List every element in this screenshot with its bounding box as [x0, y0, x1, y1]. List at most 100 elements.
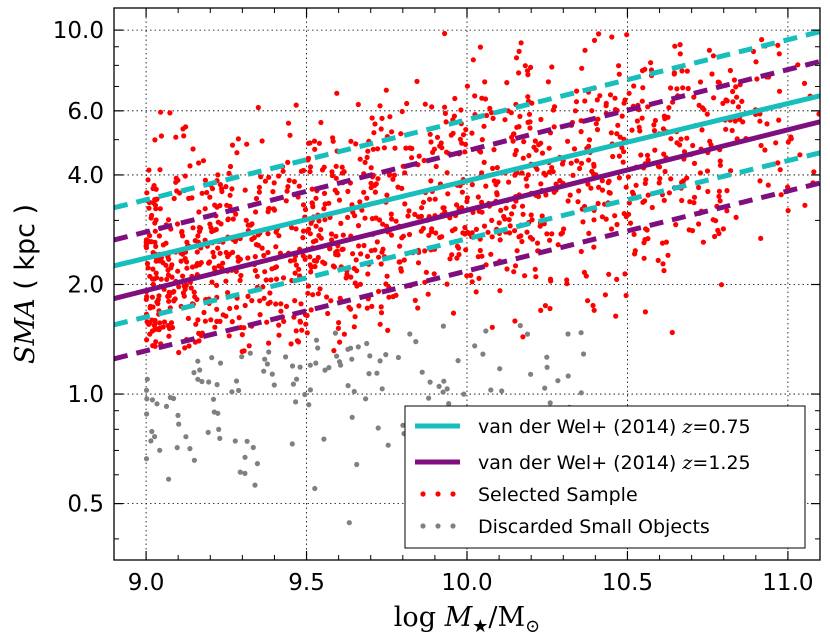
selected-point: [412, 211, 418, 217]
selected-point: [168, 265, 174, 271]
selected-point: [256, 184, 262, 190]
selected-point: [328, 231, 335, 237]
selected-point: [730, 99, 736, 105]
selected-point: [710, 53, 717, 59]
selected-point: [371, 130, 377, 136]
selected-point: [266, 340, 272, 346]
selected-point: [717, 162, 724, 168]
discarded-point: [444, 386, 450, 392]
selected-point: [484, 112, 490, 119]
selected-point: [691, 160, 698, 166]
discarded-point: [355, 344, 361, 350]
selected-point: [490, 115, 496, 121]
selected-point: [778, 192, 784, 198]
selected-point: [526, 153, 532, 159]
selected-point: [537, 223, 543, 229]
selected-point: [285, 159, 291, 165]
selected-point: [641, 255, 647, 261]
selected-point: [365, 271, 371, 277]
selected-point: [511, 269, 517, 275]
selected-point: [705, 188, 711, 195]
selected-point: [452, 95, 458, 102]
selected-point: [488, 251, 494, 257]
selected-point: [151, 322, 157, 328]
selected-point: [157, 167, 163, 173]
selected-point: [209, 279, 215, 285]
selected-point: [514, 248, 520, 254]
selected-point: [416, 153, 422, 159]
selected-point: [198, 260, 204, 266]
selected-point: [364, 154, 370, 160]
selected-point: [256, 189, 262, 195]
selected-point: [519, 203, 526, 209]
selected-point: [504, 80, 510, 86]
selected-point: [385, 327, 391, 333]
selected-point: [684, 135, 690, 141]
selected-point: [516, 70, 522, 76]
selected-point: [182, 173, 188, 179]
selected-point: [636, 124, 642, 130]
selected-point: [429, 226, 435, 232]
selected-point: [233, 304, 240, 310]
discarded-point: [565, 373, 571, 379]
selected-point: [361, 242, 367, 249]
selected-point: [555, 242, 561, 248]
discarded-point: [209, 355, 215, 361]
selected-point: [606, 271, 612, 277]
selected-point: [147, 273, 153, 279]
selected-point: [696, 221, 702, 227]
selected-point: [445, 191, 451, 197]
selected-point: [454, 255, 460, 261]
discarded-point: [143, 387, 150, 393]
discarded-point: [264, 361, 270, 367]
selected-point: [143, 242, 149, 248]
y-tick-label: 1.0: [67, 382, 104, 408]
selected-point: [313, 195, 319, 201]
selected-point: [214, 282, 220, 288]
selected-point: [475, 194, 481, 200]
discarded-point: [269, 371, 275, 377]
selected-point: [672, 43, 678, 49]
selected-point: [711, 95, 717, 101]
selected-point: [333, 251, 339, 258]
selected-point: [418, 213, 424, 219]
selected-point: [735, 104, 742, 110]
selected-point: [627, 220, 634, 226]
discarded-point: [289, 441, 295, 447]
selected-point: [353, 257, 359, 263]
selected-point: [230, 216, 236, 222]
selected-point: [697, 79, 704, 85]
selected-point: [464, 273, 470, 279]
selected-point: [276, 233, 282, 239]
selected-point: [152, 220, 158, 226]
selected-point: [150, 281, 156, 287]
selected-point: [307, 164, 314, 170]
selected-point: [519, 238, 525, 245]
selected-point: [776, 51, 782, 57]
selected-point: [586, 137, 593, 143]
discarded-point: [426, 395, 432, 401]
selected-point: [643, 226, 649, 232]
selected-point: [427, 131, 433, 137]
selected-point: [378, 261, 384, 267]
selected-point: [187, 163, 193, 169]
selected-point: [310, 204, 316, 210]
selected-point: [156, 293, 162, 299]
selected-point: [174, 221, 181, 227]
selected-point: [668, 85, 674, 91]
selected-point: [390, 176, 396, 182]
selected-point: [533, 274, 539, 280]
selected-point: [202, 177, 208, 183]
selected-point: [345, 214, 351, 220]
selected-point: [202, 206, 208, 212]
selected-point: [669, 329, 675, 336]
discarded-point: [565, 331, 571, 337]
selected-point: [395, 184, 401, 190]
selected-point: [616, 71, 622, 77]
selected-point: [626, 200, 632, 206]
selected-point: [168, 320, 175, 326]
legend-dot-swatch: [450, 491, 456, 497]
selected-point: [149, 328, 156, 334]
selected-point: [163, 262, 169, 268]
selected-point: [477, 247, 483, 254]
